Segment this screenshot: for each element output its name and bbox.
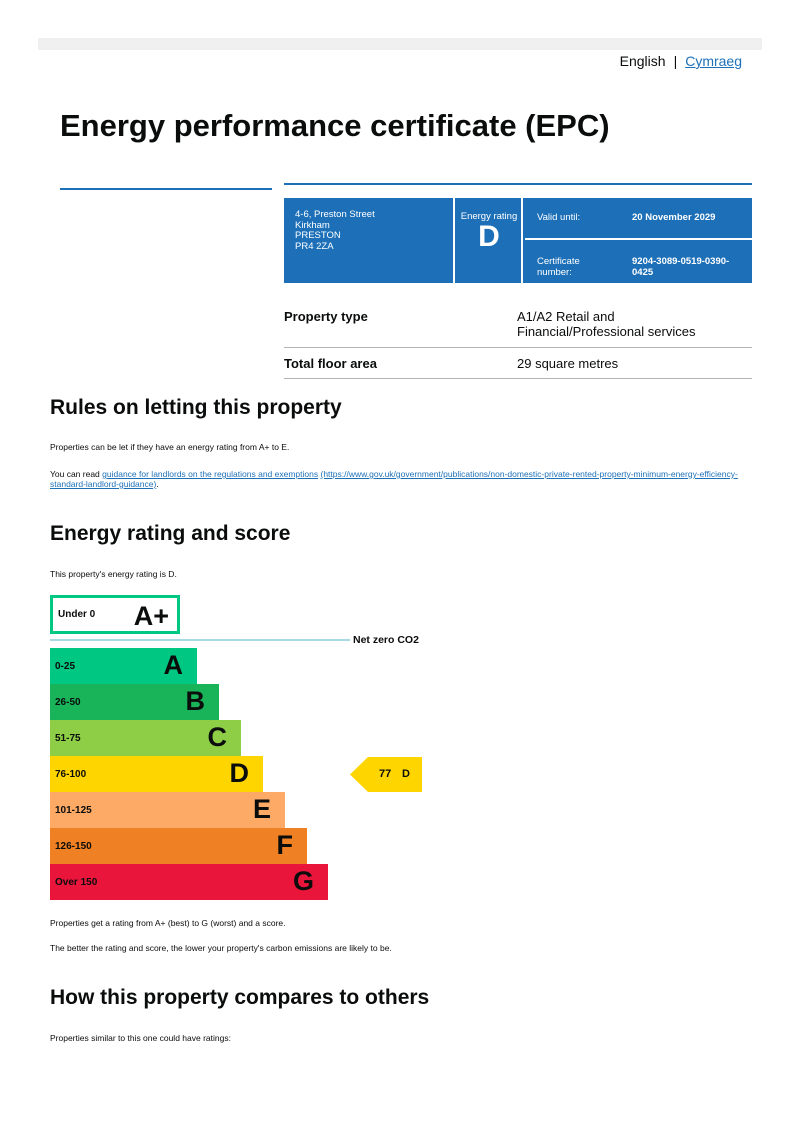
band-letter: C [207,722,228,752]
lang-english: English [619,53,666,69]
cert-label: Certificate number: [537,256,580,278]
page-title: Energy performance certificate (EPC) [60,108,610,143]
divider [60,188,272,190]
band-letter: E [252,794,271,824]
address: 4-6, Preston Street Kirkham PRESTON PR4 … [284,198,455,283]
summary-box: 4-6, Preston Street Kirkham PRESTON PR4 … [284,198,752,283]
band-range: 0-25 [55,661,76,672]
band-range: 26-50 [55,697,81,708]
energy-rating: Energy rating D [457,198,523,283]
text: You can read [50,469,103,479]
band-range: 51-75 [55,733,81,744]
address-line: PR4 2ZA [295,240,334,252]
row-value: 29 square metres [517,356,619,371]
current-letter: D [402,768,410,780]
rating-label: Energy rating [460,211,518,222]
rating-heading: Energy rating and score [50,522,291,545]
band-A: 0-25 A [50,648,197,684]
band-F: 126-150 F [50,828,307,864]
table-row: Property type A1/A2 Retail and Financial/… [284,300,752,348]
compare-intro: Properties similar to this one could hav… [50,1033,231,1043]
current-rating-arrow: 77 D [350,757,422,792]
band-letter: A+ [133,601,169,631]
band-E: 101-125 E [50,792,285,828]
band-range: Over 150 [55,877,98,888]
row-value: A1/A2 Retail and Financial/Professional … [517,309,696,339]
band-range: Under 0 [58,609,96,620]
valid-until-label: Valid until: [537,212,581,223]
rules-text: Properties can be let if they have an en… [50,442,290,452]
compare-heading: How this property compares to others [50,986,430,1009]
certificate-number: Certificate number: 9204-3089-0519-0390-0… [525,242,752,283]
rules-heading: Rules on letting this property [50,396,342,419]
text: . [156,479,159,489]
row-label: Total floor area [284,356,377,371]
rating-note: The better the rating and score, the low… [50,943,392,953]
divider [284,183,752,185]
rating-letter: D [478,220,500,253]
current-score: 77 [379,768,392,780]
lang-welsh-link[interactable]: Cymraeg [685,53,742,69]
band-letter: F [276,830,294,860]
valid-until-value: 20 November 2029 [632,212,716,223]
address-line: 4-6, Preston Street [295,209,375,220]
rules-guidance: You can read guidance for landlords on t… [50,469,740,489]
band-range: 76-100 [55,769,87,780]
rating-note: Properties get a rating from A+ (best) t… [50,918,286,928]
band-letter: D [229,758,250,788]
address-line: PRESTON [295,230,341,241]
band-B: 26-50 B [50,684,219,720]
net-zero-line [50,639,350,641]
rating-intro: This property's energy rating is D. [50,569,177,579]
table-row: Total floor area 29 square metres [284,348,752,379]
band-letter: B [185,686,206,716]
band-letter: G [292,866,314,896]
band-range: 126-150 [55,841,92,852]
band-D: 76-100 D [50,756,263,792]
band-C: 51-75 C [50,720,241,756]
separator: | [673,53,678,69]
band-range: 101-125 [55,805,92,816]
top-bar [38,38,762,50]
property-table: Property type A1/A2 Retail and Financial/… [284,300,752,379]
address-line: Kirkham [295,219,330,231]
cert-value: 9204-3089-0519-0390-0425 [632,256,730,278]
band-A+: Under 0 A+ [50,595,180,634]
band-letter: A [163,650,184,680]
guidance-link[interactable]: guidance for landlords on the regulation… [102,469,319,479]
net-zero-label: Net zero CO2 [353,634,419,646]
language-switcher: English | Cymraeg [620,53,742,69]
band-G: Over 150 G [50,864,328,900]
valid-until: Valid until: 20 November 2029 [525,198,752,240]
guidance-url[interactable]: (https://www.gov.uk/government/publicati… [50,469,738,489]
row-label: Property type [284,309,368,324]
